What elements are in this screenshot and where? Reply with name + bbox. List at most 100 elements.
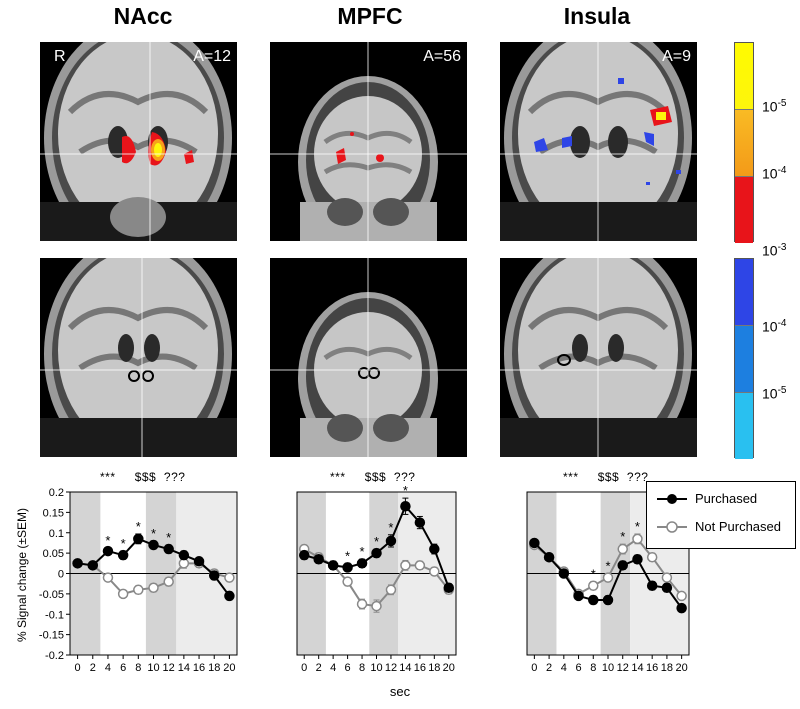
insula-x-tick-label: 0 bbox=[531, 662, 537, 674]
nacc-significance-star: * bbox=[121, 536, 126, 551]
insula-purchased-point bbox=[602, 594, 614, 606]
mpfc-activation-scan: A=56 bbox=[270, 42, 467, 241]
nacc-x-tick-label: 6 bbox=[120, 662, 126, 674]
mpfc-significance-star: * bbox=[374, 534, 379, 549]
nacc-purchased-point bbox=[133, 533, 144, 545]
mpfc-not-purchased-point bbox=[429, 566, 440, 577]
insula-purchased-point bbox=[573, 590, 584, 602]
mpfc-purchased-point bbox=[327, 560, 339, 571]
insula-purchased-point bbox=[632, 553, 643, 565]
insula-not-purchased-point bbox=[632, 533, 643, 545]
y-tick-label: -0.2 bbox=[45, 650, 64, 662]
nacc-significance-markers: *** $$$ ??? bbox=[100, 470, 186, 484]
insula-title: Insula bbox=[563, 3, 631, 29]
mpfc-not-purchased-point bbox=[371, 600, 382, 612]
mpfc-significance-star: * bbox=[360, 544, 365, 559]
insula-significance-star: * bbox=[605, 559, 610, 574]
insula-x-tick-label: 10 bbox=[602, 662, 614, 674]
nacc-x-tick-label: 14 bbox=[178, 662, 190, 674]
insula-x-tick-label: 16 bbox=[646, 662, 658, 674]
insula-not-purchased-point bbox=[646, 551, 658, 563]
mpfc-roi-scan bbox=[270, 258, 467, 457]
mpfc-x-tick-label: 12 bbox=[385, 662, 397, 674]
nacc-x-tick-label: 4 bbox=[105, 662, 111, 674]
insula-x-tick-label: 2 bbox=[546, 662, 552, 674]
insula-not-purchased-point bbox=[588, 580, 599, 591]
nacc-not-purchased-point bbox=[117, 588, 129, 600]
legend-item-purchased: Purchased bbox=[657, 491, 757, 506]
nacc-purchased-point bbox=[117, 549, 129, 561]
insula-significance-star: * bbox=[620, 529, 625, 544]
insula-not-purchased-point bbox=[617, 543, 628, 555]
nacc-x-tick-label: 10 bbox=[147, 662, 159, 674]
mpfc-title: MPFC bbox=[337, 3, 403, 29]
y-tick-label: 0.05 bbox=[43, 548, 64, 560]
legend-item-not-purchased: Not Purchased bbox=[657, 519, 781, 534]
mpfc-x-tick-label: 20 bbox=[443, 662, 455, 674]
insula-roi-scan bbox=[500, 258, 697, 457]
insula-x-tick-label: 20 bbox=[676, 662, 688, 674]
nacc-x-tick-label: 2 bbox=[90, 662, 96, 674]
mpfc-purchased-point bbox=[313, 553, 324, 565]
mpfc-not-purchased-point bbox=[414, 560, 426, 571]
mpfc-x-tick-label: 10 bbox=[370, 662, 382, 674]
y-tick-label: -0.05 bbox=[39, 589, 64, 601]
nacc-significance-star: * bbox=[151, 526, 156, 541]
mpfc-significance-star: * bbox=[345, 548, 350, 563]
y-tick-label: -0.15 bbox=[39, 630, 64, 642]
nacc-x-tick-label: 18 bbox=[208, 662, 220, 674]
mpfc-not-purchased-point bbox=[342, 576, 353, 587]
mpfc-x-tick-label: 14 bbox=[399, 662, 411, 674]
mpfc-purchased-point bbox=[298, 549, 310, 561]
nacc-purchased-point bbox=[102, 545, 114, 557]
nacc-not-purchased-point bbox=[148, 582, 159, 594]
hemisphere-label: R bbox=[54, 48, 66, 65]
mpfc-not-purchased-point bbox=[400, 560, 411, 571]
nacc-x-tick-label: 12 bbox=[163, 662, 175, 674]
insula-significance-markers: *** $$$ ??? bbox=[563, 470, 649, 484]
mpfc-purchased-point bbox=[385, 535, 397, 547]
mpfc-slice-label: A=56 bbox=[423, 48, 461, 65]
nacc-purchased-point bbox=[148, 539, 159, 551]
colorbar-label-warm-mid: 10-4 bbox=[762, 165, 787, 182]
nacc-purchased-point bbox=[224, 590, 235, 602]
deactivation-colorbar bbox=[734, 258, 754, 459]
nacc-not-purchased-point bbox=[102, 572, 114, 583]
nacc-roi-scan bbox=[40, 258, 237, 457]
mpfc-x-tick-label: 8 bbox=[359, 662, 365, 674]
insula-purchased-point bbox=[617, 560, 628, 571]
insula-x-tick-label: 4 bbox=[561, 662, 567, 674]
nacc-activation-scan: R A=12 bbox=[40, 42, 237, 241]
nacc-not-purchased-point bbox=[224, 572, 235, 583]
mpfc-significance-markers: *** $$$ ??? bbox=[330, 470, 416, 484]
nacc-x-tick-label: 0 bbox=[75, 662, 81, 674]
mpfc-not-purchased-point bbox=[385, 584, 397, 596]
insula-purchased-point bbox=[543, 551, 555, 563]
mpfc-x-tick-label: 4 bbox=[330, 662, 336, 674]
y-tick-label: 0.1 bbox=[49, 528, 64, 540]
insula-x-tick-label: 6 bbox=[575, 662, 581, 674]
nacc-slice-label: A=12 bbox=[193, 48, 231, 65]
mpfc-significance-star: * bbox=[388, 520, 393, 535]
mpfc-not-purchased-point bbox=[356, 598, 368, 610]
nacc-significance-star: * bbox=[136, 519, 141, 534]
insula-significance-star: * bbox=[591, 567, 596, 582]
mpfc-purchased-point bbox=[414, 517, 426, 528]
colorbar-label-warm-bottom: 10-3 bbox=[762, 242, 787, 259]
insula-not-purchased-point bbox=[676, 590, 687, 602]
nacc-not-purchased-point bbox=[133, 584, 144, 596]
nacc-x-tick-label: 8 bbox=[135, 662, 141, 674]
insula-purchased-point bbox=[646, 580, 658, 591]
insula-slice-label: A=9 bbox=[662, 48, 691, 65]
y-tick-label: 0 bbox=[58, 569, 64, 581]
mpfc-purchased-point bbox=[371, 547, 382, 559]
nacc-purchased-point bbox=[208, 570, 220, 581]
nacc-purchased-point bbox=[72, 558, 83, 569]
nacc-purchased-point bbox=[163, 543, 174, 555]
legend: Purchased Not Purchased bbox=[646, 481, 796, 549]
y-tick-label: -0.1 bbox=[45, 609, 64, 621]
insula-x-tick-label: 8 bbox=[590, 662, 596, 674]
mpfc-significance-star: * bbox=[403, 483, 408, 498]
mpfc-purchased-point bbox=[443, 582, 455, 594]
insula-purchased-point bbox=[588, 594, 599, 606]
